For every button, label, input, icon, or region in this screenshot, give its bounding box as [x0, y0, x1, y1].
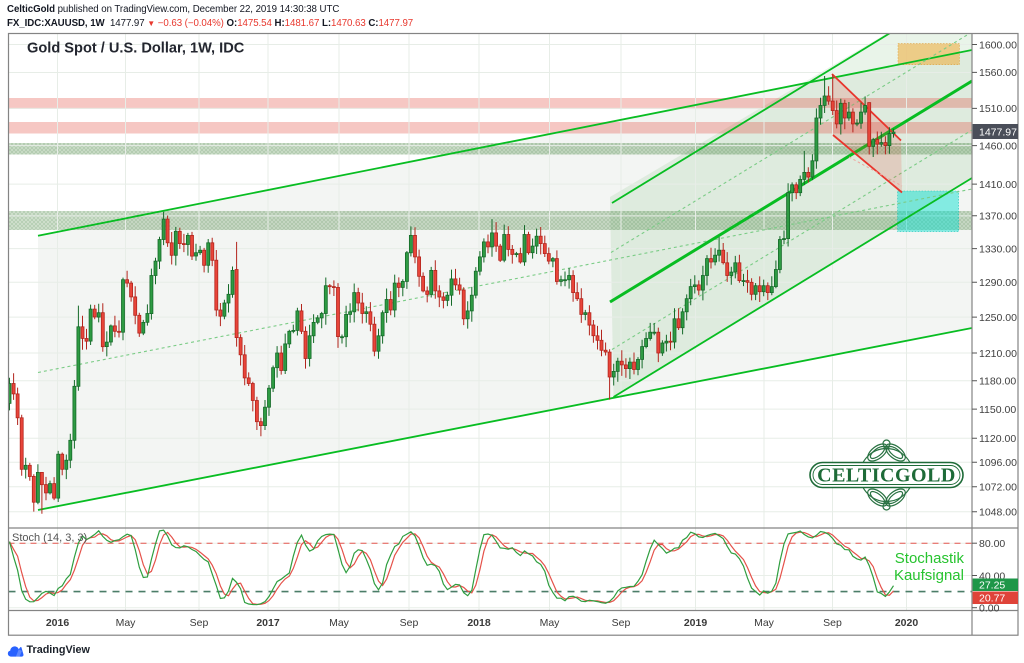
svg-text:CELTICGOLD: CELTICGOLD — [817, 465, 956, 487]
svg-text:1410.00: 1410.00 — [979, 179, 1017, 191]
svg-text:2020: 2020 — [895, 617, 919, 629]
svg-text:1150.00: 1150.00 — [979, 404, 1016, 416]
svg-text:1460.00: 1460.00 — [979, 140, 1017, 152]
svg-text:Kaufsignal: Kaufsignal — [894, 567, 964, 584]
svg-text:1560.00: 1560.00 — [979, 67, 1017, 79]
svg-text:May: May — [329, 617, 350, 629]
svg-text:Gold Spot / U.S. Dollar, 1W, I: Gold Spot / U.S. Dollar, 1W, IDC — [27, 41, 245, 57]
svg-text:1477.97: 1477.97 — [979, 127, 1017, 139]
svg-text:Stoch (14, 3, 3): Stoch (14, 3, 3) — [12, 532, 87, 544]
svg-text:1072.00: 1072.00 — [979, 482, 1017, 494]
svg-text:1210.00: 1210.00 — [979, 348, 1017, 360]
svg-text:2017: 2017 — [256, 617, 280, 629]
svg-text:1096.00: 1096.00 — [979, 457, 1017, 469]
svg-text:20.77: 20.77 — [979, 592, 1005, 604]
svg-text:2018: 2018 — [467, 617, 491, 629]
svg-text:1120.00: 1120.00 — [979, 433, 1016, 445]
svg-text:May: May — [116, 617, 137, 629]
svg-text:1250.00: 1250.00 — [979, 312, 1017, 324]
svg-text:1290.00: 1290.00 — [979, 277, 1017, 289]
svg-text:1510.00: 1510.00 — [979, 103, 1017, 115]
svg-text:80.00: 80.00 — [979, 538, 1005, 550]
svg-text:1330.00: 1330.00 — [979, 243, 1017, 255]
svg-text:Sep: Sep — [612, 617, 631, 629]
svg-text:1600.00: 1600.00 — [979, 39, 1017, 51]
svg-text:0.00: 0.00 — [979, 603, 1000, 615]
svg-text:May: May — [540, 617, 561, 629]
svg-text:Sep: Sep — [190, 617, 209, 629]
svg-text:Sep: Sep — [400, 617, 419, 629]
svg-text:1048.00: 1048.00 — [979, 507, 1017, 519]
svg-text:2016: 2016 — [46, 617, 70, 629]
svg-text:May: May — [754, 617, 775, 629]
svg-text:27.25: 27.25 — [979, 579, 1005, 591]
svg-text:Sep: Sep — [823, 617, 842, 629]
svg-text:1370.00: 1370.00 — [979, 211, 1017, 223]
svg-text:1180.00: 1180.00 — [979, 376, 1016, 388]
svg-text:2019: 2019 — [684, 617, 708, 629]
svg-text:Stochastik: Stochastik — [895, 550, 965, 567]
